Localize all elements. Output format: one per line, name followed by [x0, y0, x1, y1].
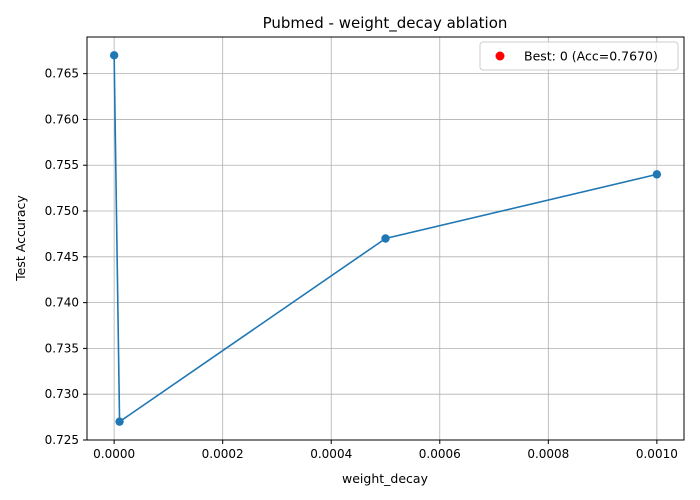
y-tick-label: 0.725 [45, 433, 79, 447]
y-tick-label: 0.760 [45, 112, 79, 126]
x-tick-label: 0.0002 [202, 447, 244, 461]
series-line [113, 55, 658, 424]
x-tick-label: 0.0008 [527, 447, 569, 461]
y-tick-label: 0.730 [45, 387, 79, 401]
y-tick-label: 0.750 [45, 204, 79, 218]
x-axis-label: weight_decay [342, 471, 429, 486]
y-tick-label: 0.745 [45, 250, 79, 264]
grid [87, 37, 684, 441]
y-tick-label: 0.765 [45, 67, 79, 81]
data-point [381, 234, 390, 243]
legend-label: Best: 0 (Acc=0.7670) [524, 49, 658, 64]
y-tick-label: 0.740 [45, 296, 79, 310]
legend-best-marker [495, 51, 505, 61]
series-layer [109, 51, 662, 426]
x-tick-label: 0.0000 [93, 447, 135, 461]
x-tick-label: 0.0004 [310, 447, 352, 461]
y-axis-label: Test Accuracy [13, 195, 28, 282]
y-tick-label: 0.755 [45, 158, 79, 172]
x-tick-label: 0.0010 [636, 447, 678, 461]
data-point [115, 417, 124, 426]
data-point [109, 51, 119, 60]
y-tick-label: 0.735 [45, 341, 79, 355]
plot-frame [86, 36, 685, 441]
data-point [652, 170, 662, 179]
ticks: 0.0000 0.0002 0.0004 0.0006 0.0008 0.0010 0.72… [45, 67, 678, 461]
x-tick-label: 0.0006 [419, 447, 461, 461]
legend: Best: 0 (Acc=0.7670) [479, 41, 679, 71]
legend-box [479, 41, 679, 71]
chart-title: Pubmed - weight_decay ablation [263, 14, 508, 33]
